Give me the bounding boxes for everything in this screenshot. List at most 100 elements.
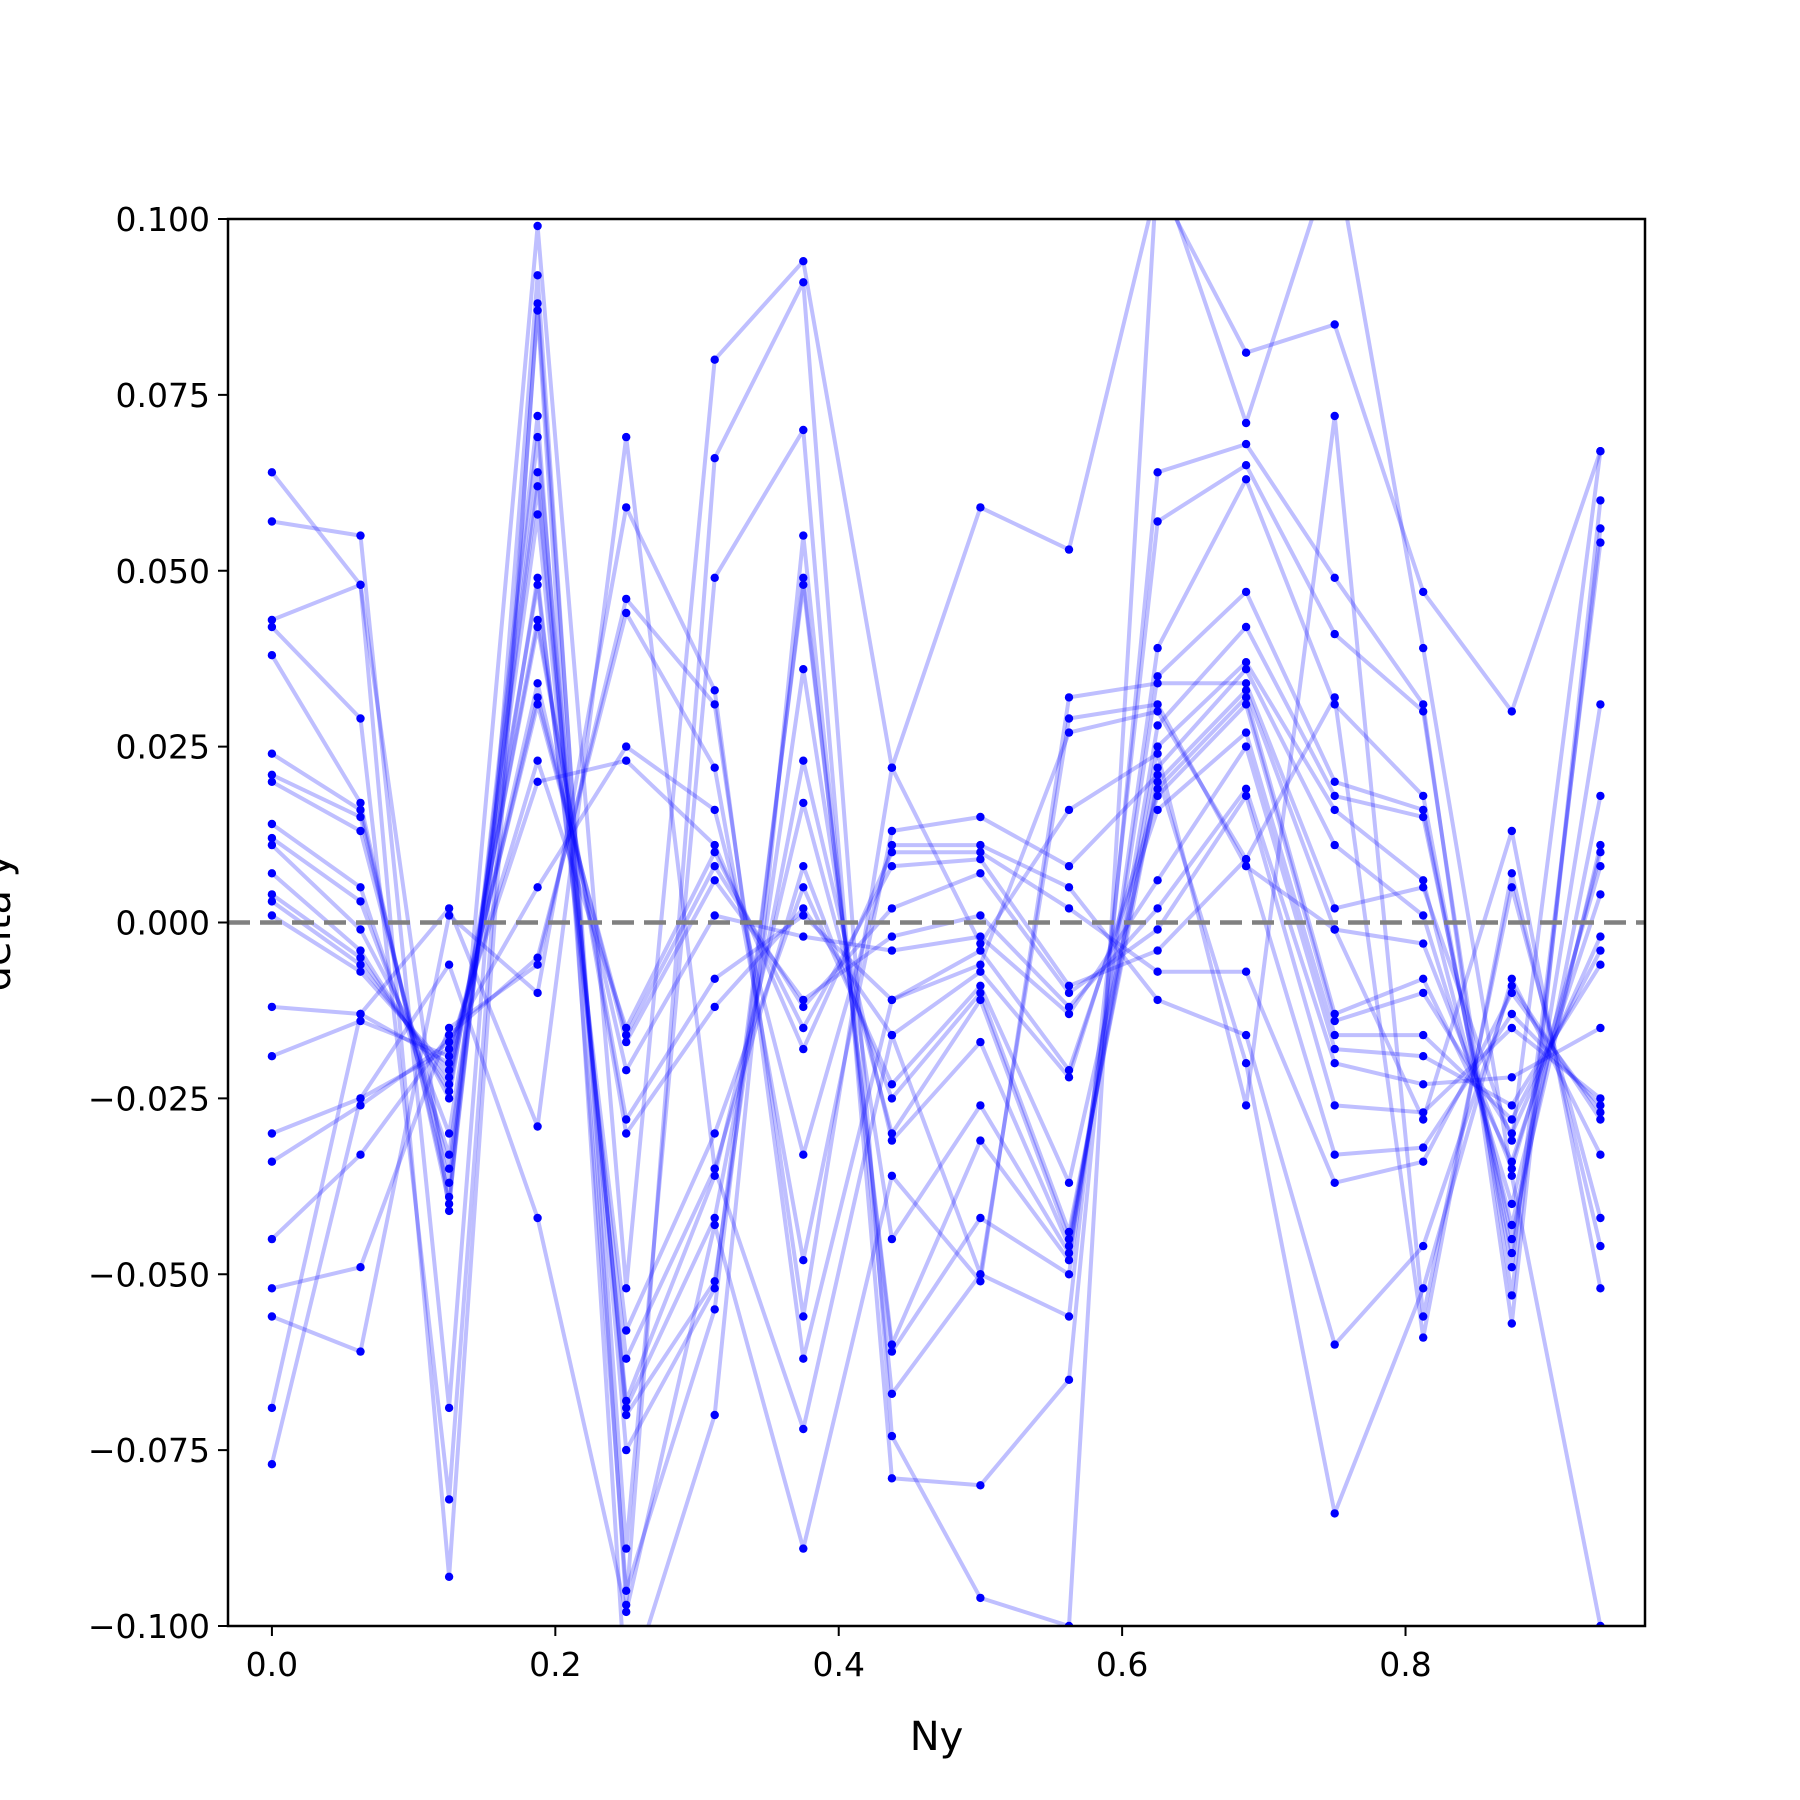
data-point — [1507, 1101, 1517, 1110]
data-point — [1507, 1199, 1517, 1209]
series-11 — [267, 580, 1605, 1335]
data-point — [356, 805, 365, 815]
data-point — [444, 1087, 454, 1096]
data-point — [1330, 777, 1339, 786]
data-point — [799, 798, 808, 808]
data-point — [1596, 890, 1605, 899]
data-point — [799, 580, 808, 589]
series-line — [270, 414, 1603, 1593]
data-point — [1330, 1016, 1339, 1026]
data-point — [1419, 939, 1428, 948]
data-point — [1596, 1213, 1605, 1223]
data-point — [1153, 777, 1162, 786]
data-point — [267, 615, 277, 625]
data-point — [976, 840, 985, 850]
data-point — [1419, 805, 1428, 815]
data-point — [710, 862, 719, 871]
data-point — [1241, 686, 1251, 695]
data-point — [799, 995, 808, 1005]
data-point — [1419, 1143, 1428, 1152]
data-point — [267, 833, 277, 843]
data-point — [356, 1094, 365, 1103]
data-point — [799, 1023, 808, 1033]
data-point — [799, 665, 808, 674]
data-point — [533, 700, 542, 709]
data-point — [267, 1002, 277, 1012]
data-point — [710, 840, 719, 850]
data-point — [267, 517, 277, 526]
data-point — [444, 1023, 454, 1033]
series-line — [271, 758, 1602, 1157]
data-point — [887, 840, 897, 850]
data-point — [887, 1171, 897, 1181]
data-point — [1241, 1030, 1251, 1040]
data-point — [1419, 1030, 1428, 1040]
data-point — [887, 1030, 897, 1040]
data-point — [622, 1129, 631, 1138]
y-tick-label: −0.050 — [88, 1255, 210, 1294]
data-point — [710, 686, 719, 695]
series-line — [271, 414, 1603, 1319]
data-point — [533, 988, 542, 998]
data-point — [356, 714, 365, 723]
data-point — [799, 1256, 808, 1265]
data-point — [444, 904, 454, 913]
data-point — [1419, 1108, 1428, 1117]
data-point — [1241, 679, 1251, 688]
data-point — [1507, 1009, 1517, 1019]
data-point — [1596, 960, 1605, 969]
data-point — [710, 1277, 719, 1286]
data-point — [799, 573, 808, 582]
data-point — [1596, 862, 1605, 871]
data-point — [267, 1403, 277, 1413]
data-point — [710, 1284, 719, 1293]
x-tick-label: 0.2 — [529, 1645, 581, 1684]
data-point — [710, 700, 719, 709]
data-point — [710, 848, 719, 857]
series-line — [269, 450, 1603, 1614]
y-axis-ticks: 0.100 0.075 0.050 0.025 0.000 −0.025 −0.050 −0.… — [88, 200, 228, 1646]
data-point — [1064, 1002, 1074, 1012]
data-point — [1241, 855, 1251, 864]
data-point — [710, 355, 719, 364]
data-point — [1330, 840, 1339, 850]
data-point — [1507, 883, 1517, 892]
data-point — [887, 1080, 897, 1089]
data-point — [1064, 1178, 1074, 1188]
data-point — [1419, 883, 1428, 892]
series-5 — [267, 411, 1605, 1596]
data-point — [444, 1073, 454, 1082]
data-point — [710, 876, 719, 885]
data-point — [622, 1023, 631, 1033]
y-tick-label: 0.025 — [116, 728, 210, 767]
data-point — [267, 468, 277, 477]
data-point — [1507, 1136, 1517, 1145]
series-8 — [267, 482, 1605, 1413]
series-22 — [267, 503, 1605, 1363]
data-point — [444, 1044, 454, 1054]
data-point — [444, 1150, 454, 1159]
data-point — [622, 1326, 631, 1335]
data-point — [887, 1474, 897, 1483]
data-point — [1241, 693, 1251, 702]
data-point — [1153, 742, 1162, 751]
data-point — [1330, 1178, 1339, 1188]
data-point — [267, 869, 277, 878]
data-point — [1064, 1066, 1074, 1075]
data-point — [356, 897, 365, 906]
series-line — [270, 219, 1603, 1291]
data-point — [1153, 967, 1162, 976]
series-9 — [267, 510, 1605, 1406]
data-point — [533, 573, 542, 582]
data-point — [976, 932, 985, 941]
data-point — [1064, 862, 1074, 871]
data-point — [710, 1410, 719, 1420]
data-point — [444, 1129, 454, 1138]
series-line — [271, 301, 1603, 1579]
series-line — [270, 625, 1603, 1122]
data-point — [1064, 988, 1074, 998]
data-point — [444, 1572, 454, 1582]
data-point — [1241, 418, 1251, 428]
y-tick-label: 0.100 — [116, 200, 210, 239]
